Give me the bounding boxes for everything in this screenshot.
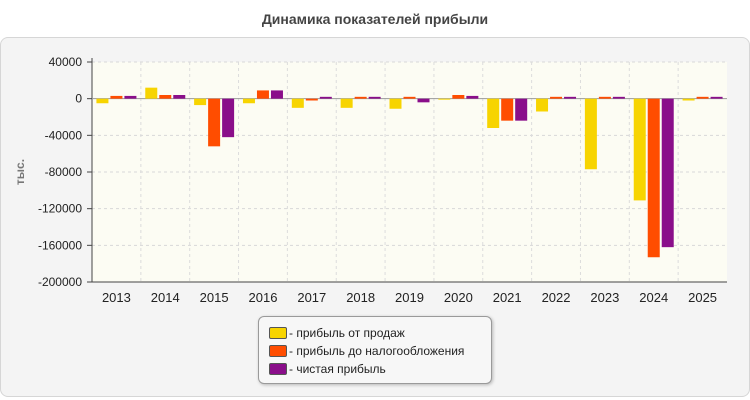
bar-net-2023 [612,96,625,99]
bar-pretax-2025 [696,96,709,99]
legend-swatch-sales [269,327,287,339]
bar-sales-2022 [536,98,549,112]
bar-sales-2025 [682,98,695,101]
x-tick-label: 2019 [395,290,424,305]
bar-net-2022 [564,96,577,99]
legend-label-pretax: - прибыль до налогообложения [289,344,465,358]
y-axis-label: тыс. [13,159,27,185]
bar-net-2016 [270,90,283,99]
bar-pretax-2022 [550,96,563,99]
x-tick-label: 2022 [542,290,571,305]
bar-net-2025 [710,96,723,99]
bar-net-2015 [222,98,235,138]
bar-pretax-2014 [159,95,172,99]
x-tick-label: 2020 [444,290,473,305]
y-tick-label: -80000 [45,165,83,179]
bar-net-2024 [661,98,674,248]
x-tick-label: 2013 [102,290,131,305]
legend-swatch-net [269,363,287,375]
bar-pretax-2019 [403,96,416,99]
bar-net-2017 [319,96,332,99]
bar-net-2013 [124,95,137,99]
x-tick-label: 2023 [590,290,619,305]
legend-swatch-pretax [269,345,287,357]
bar-pretax-2021 [501,98,514,121]
legend-item-sales: - прибыль от продаж [269,325,405,341]
x-tick-label: 2014 [151,290,180,305]
x-tick-label: 2024 [639,290,668,305]
bar-pretax-2017 [305,98,318,101]
legend-item-pretax: - прибыль до налогообложения [269,343,464,359]
x-tick-label: 2015 [200,290,229,305]
bar-net-2021 [515,98,528,121]
bar-sales-2017 [291,98,304,108]
bar-sales-2016 [242,98,255,104]
bar-sales-2018 [340,98,353,108]
bar-net-2019 [417,98,430,103]
y-tick-label: -160000 [38,238,82,252]
bar-sales-2019 [389,98,402,109]
bar-sales-2013 [96,98,109,104]
legend-label-sales: - прибыль от продаж [289,326,405,340]
x-tick-label: 2021 [493,290,522,305]
legend-label-net: - чистая прибыль [289,362,386,376]
x-tick-label: 2017 [297,290,326,305]
bar-net-2014 [173,95,186,99]
bar-sales-2014 [145,87,158,99]
y-tick-label: 0 [75,92,82,106]
x-tick-label: 2016 [249,290,278,305]
bar-sales-2021 [487,98,500,128]
legend: - прибыль от продаж - прибыль до налогоо… [258,316,492,384]
legend-item-net: - чистая прибыль [269,361,386,377]
bar-sales-2015 [194,98,207,106]
bar-pretax-2024 [647,98,660,258]
bar-pretax-2018 [354,96,367,99]
y-tick-label: 40000 [49,55,83,69]
chart-title: Динамика показателей прибыли [261,11,489,27]
plot-background [92,62,727,282]
bar-pretax-2023 [598,96,611,99]
x-tick-label: 2018 [346,290,375,305]
bar-pretax-2013 [110,95,123,99]
bar-sales-2023 [584,98,597,170]
y-tick-label: -40000 [45,128,83,142]
y-tick-label: -200000 [38,275,82,289]
bar-net-2020 [466,95,479,99]
bar-pretax-2016 [256,90,269,99]
y-tick-label: -120000 [38,202,82,216]
bar-pretax-2020 [452,95,465,99]
bar-pretax-2015 [208,98,221,147]
bar-net-2018 [368,96,381,99]
x-tick-label: 2025 [688,290,717,305]
bar-sales-2020 [438,98,451,100]
bar-sales-2024 [633,98,646,201]
